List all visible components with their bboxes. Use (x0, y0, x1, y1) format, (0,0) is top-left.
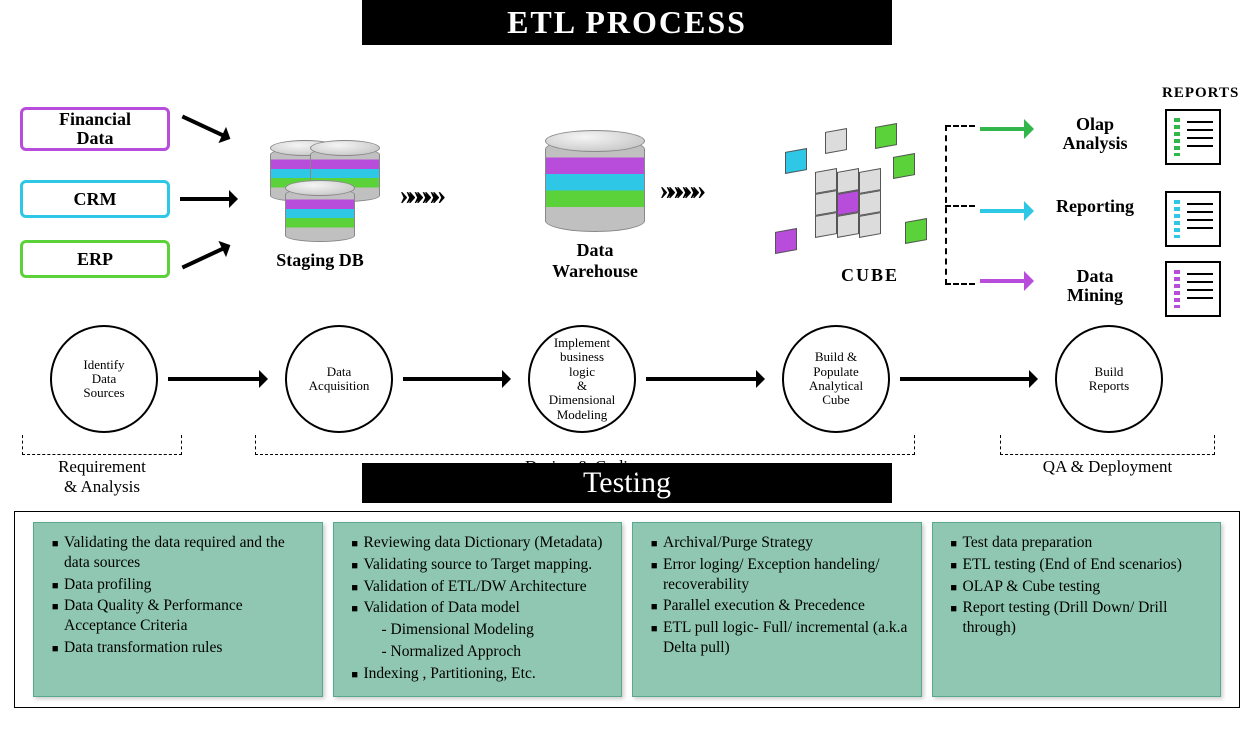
report-icon (1165, 191, 1221, 247)
testing-item: Report testing (Drill Down/ Drill throug… (963, 598, 1209, 638)
reports-header: REPORTS (1162, 85, 1239, 102)
step-arrow (403, 377, 508, 381)
output-arrow (980, 279, 1030, 283)
output-label: Olap Analysis (1040, 115, 1150, 153)
process-steps-row: Identify Data Sources Data Acquisition Imp… (0, 325, 1254, 455)
title-band: ETL PROCESS (362, 0, 892, 45)
testing-item: Indexing , Partitioning, Etc. (364, 664, 610, 684)
arrow-to-staging-2 (180, 197, 235, 201)
data-warehouse-icon (545, 130, 645, 240)
testing-item: Reviewing data Dictionary (Metadata) (364, 533, 610, 553)
testing-item: Data profiling (64, 575, 310, 595)
source-box: CRM (20, 180, 170, 218)
testing-item: Archival/Purge Strategy (663, 533, 909, 553)
testing-item: Parallel execution & Precedence (663, 596, 909, 616)
chevron-arrow-1: »»»»» (400, 180, 440, 212)
arrow-to-staging-1 (181, 115, 228, 140)
testing-item: ETL testing (End of End scenarios) (963, 555, 1209, 575)
process-step-circle: Implement business logic & Dimensional M… (528, 325, 636, 433)
testing-item: Validating source to Target mapping. (364, 555, 610, 575)
step-arrow (646, 377, 762, 381)
testing-item: Error loging/ Exception handeling/ recov… (663, 555, 909, 595)
phase-bracket (1000, 435, 1215, 455)
dashed-connector (945, 205, 975, 207)
testing-column: Test data preparationETL testing (End of… (932, 522, 1222, 697)
output-label: Data Mining (1040, 267, 1150, 305)
report-icon (1165, 109, 1221, 165)
staging-db-label: Staging DB (240, 250, 400, 271)
testing-item: Validation of Data model (364, 598, 610, 618)
testing-item: Data transformation rules (64, 638, 310, 658)
phase-bracket (22, 435, 182, 455)
testing-subitem: Normalized Approch (382, 642, 610, 662)
phase-label: Requirement & Analysis (22, 457, 182, 497)
testing-item: Data Quality & Performance Acceptance Cr… (64, 596, 310, 636)
dashed-connector (945, 125, 975, 127)
testing-item: ETL pull logic- Full/ incremental (a.k.a… (663, 618, 909, 658)
testing-subitem: Dimensional Modeling (382, 620, 610, 640)
etl-flow-diagram: Financial Data CRM ERP Staging DB »»»»» Da… (0, 45, 1254, 325)
step-arrow (900, 377, 1035, 381)
output-arrow (980, 127, 1030, 131)
testing-column: Reviewing data Dictionary (Metadata)Vali… (333, 522, 623, 697)
testing-columns: Validating the data required and the dat… (14, 511, 1240, 708)
testing-item: Test data preparation (963, 533, 1209, 553)
phase-label: Design & Coding (255, 457, 915, 477)
report-icon (1165, 261, 1221, 317)
source-box: ERP (20, 240, 170, 278)
phase-bracket (255, 435, 915, 455)
cube-label: CUBE (790, 265, 950, 286)
process-step-circle: Identify Data Sources (50, 325, 158, 433)
chevron-arrow-2: »»»»» (660, 175, 700, 207)
dashed-connector (945, 283, 975, 285)
process-step-circle: Data Acquisition (285, 325, 393, 433)
arrow-to-staging-3 (181, 245, 228, 270)
testing-item: OLAP & Cube testing (963, 577, 1209, 597)
source-box: Financial Data (20, 107, 170, 151)
output-label: Reporting (1040, 197, 1150, 216)
phase-label: QA & Deployment (1000, 457, 1215, 477)
testing-column: Archival/Purge StrategyError loging/ Exc… (632, 522, 922, 697)
process-step-circle: Build & Populate Analytical Cube (782, 325, 890, 433)
testing-item: Validating the data required and the dat… (64, 533, 310, 573)
staging-db-icon (285, 180, 355, 250)
cube-icon (775, 120, 935, 260)
testing-item: Validation of ETL/DW Architecture (364, 577, 610, 597)
step-arrow (168, 377, 265, 381)
process-step-circle: Build Reports (1055, 325, 1163, 433)
data-warehouse-label: Data Warehouse (515, 240, 675, 282)
output-arrow (980, 209, 1030, 213)
testing-column: Validating the data required and the dat… (33, 522, 323, 697)
